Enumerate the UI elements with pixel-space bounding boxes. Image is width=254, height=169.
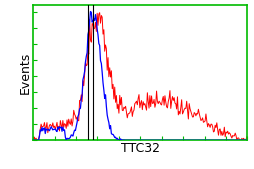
Y-axis label: Events: Events bbox=[19, 52, 32, 94]
X-axis label: TTC32: TTC32 bbox=[120, 142, 159, 155]
